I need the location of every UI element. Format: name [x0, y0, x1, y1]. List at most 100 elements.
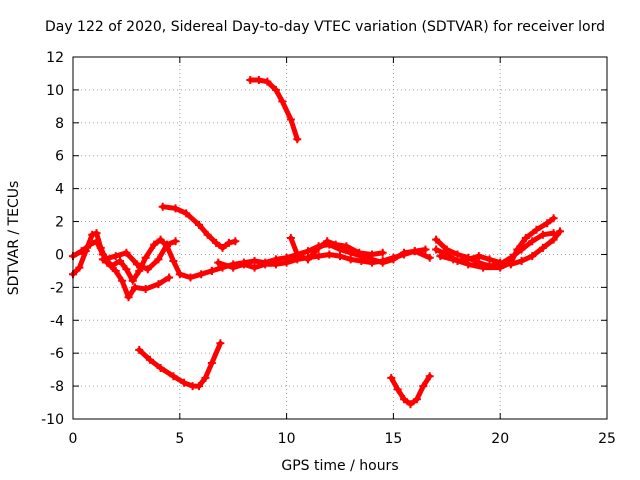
data-point — [216, 339, 225, 348]
data-point — [263, 77, 272, 86]
data-point — [75, 263, 84, 272]
data-point — [538, 230, 547, 239]
data-point — [323, 237, 332, 246]
y-tick-label: 4 — [55, 182, 64, 198]
data-point — [378, 257, 387, 266]
data-point — [141, 285, 150, 294]
data-point — [432, 245, 441, 254]
data-point — [368, 258, 377, 267]
data-point — [212, 238, 221, 247]
data-point — [271, 85, 280, 94]
x-tick-label: 10 — [278, 431, 296, 447]
y-tick-label: 10 — [46, 83, 64, 99]
data-point — [286, 115, 295, 124]
data-point — [224, 238, 233, 247]
data-point — [314, 243, 323, 252]
data-point — [293, 135, 302, 144]
series-track-3 — [98, 237, 180, 274]
series-track-9 — [135, 339, 225, 391]
data-point — [393, 385, 402, 394]
data-point — [128, 276, 137, 285]
data-point — [122, 248, 131, 257]
data-point — [485, 255, 494, 264]
data-point — [506, 258, 515, 267]
data-point — [154, 255, 163, 264]
data-point — [231, 237, 240, 246]
data-point — [293, 250, 302, 259]
data-point — [331, 240, 340, 249]
data-point — [400, 250, 409, 259]
data-point — [528, 237, 537, 246]
data-point — [254, 76, 263, 85]
data-point — [98, 255, 107, 264]
data-point — [143, 265, 152, 274]
data-point — [135, 266, 144, 275]
data-point — [124, 293, 133, 302]
data-point — [92, 229, 101, 238]
data-point — [88, 230, 97, 239]
data-point — [513, 245, 522, 254]
data-point — [342, 242, 351, 251]
series-group — [69, 76, 565, 409]
data-point — [201, 373, 210, 382]
data-point — [122, 265, 131, 274]
x-tick-label: 25 — [598, 431, 616, 447]
y-axis-label: SDTVAR / TECUs — [6, 181, 22, 296]
data-point — [357, 257, 366, 266]
data-point — [479, 263, 488, 272]
data-point — [158, 202, 167, 211]
data-point — [250, 263, 259, 272]
data-point — [165, 273, 174, 282]
data-point — [169, 372, 178, 381]
series-track-6 — [214, 247, 434, 272]
data-point — [186, 273, 195, 282]
plot-frame — [72, 56, 608, 420]
x-tick-label: 15 — [384, 431, 402, 447]
y-tick-label: -2 — [50, 280, 64, 296]
data-point — [314, 252, 323, 261]
data-point — [517, 257, 526, 266]
data-point — [207, 266, 216, 275]
y-tick-label: -8 — [50, 379, 64, 395]
data-point — [549, 214, 558, 223]
data-point — [77, 247, 86, 256]
chart-title: Day 122 of 2020, Sidereal Day-to-day VTE… — [45, 19, 605, 35]
data-point — [543, 219, 552, 228]
series-line — [247, 77, 300, 142]
data-point — [432, 235, 441, 244]
y-tick-label: -10 — [41, 412, 64, 428]
data-point — [325, 250, 334, 259]
data-point — [246, 76, 255, 85]
data-point — [111, 252, 120, 261]
data-point — [169, 257, 178, 266]
series-track-7 — [286, 234, 387, 264]
data-point — [203, 230, 212, 239]
x-tick-label: 20 — [491, 431, 509, 447]
data-point — [355, 248, 364, 257]
data-point — [406, 400, 415, 409]
y-tick-label: 6 — [55, 149, 64, 165]
data-point — [197, 270, 206, 279]
data-point — [549, 235, 558, 244]
series-line — [136, 340, 223, 389]
data-point — [156, 363, 165, 372]
data-point — [111, 266, 120, 275]
ticks: -10 -8 -6 -4 -2 0 2 4 6 8 10 12 0 5 10 15 20 25 — [41, 50, 616, 447]
data-point — [115, 257, 124, 266]
data-point — [261, 260, 270, 269]
data-point — [387, 373, 396, 382]
data-point — [195, 382, 204, 391]
data-point — [218, 243, 227, 252]
y-tick-label: 2 — [55, 215, 64, 231]
data-point — [154, 280, 163, 289]
series-track-8 — [246, 76, 302, 144]
data-point — [171, 204, 180, 213]
data-point — [271, 260, 280, 269]
x-tick-label: 0 — [69, 431, 78, 447]
data-point — [207, 359, 216, 368]
data-point — [425, 253, 434, 262]
data-point — [532, 225, 541, 234]
data-point — [521, 234, 530, 242]
data-point — [538, 243, 547, 252]
